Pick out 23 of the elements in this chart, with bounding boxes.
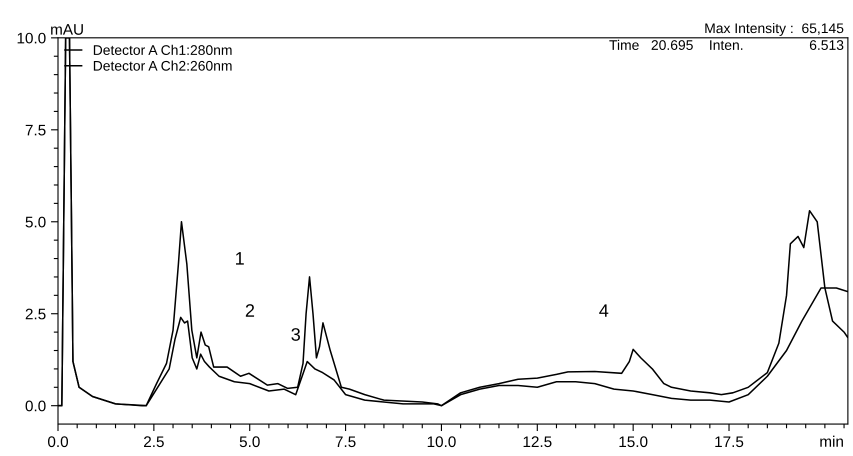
legend-label: Detector A Ch1:280nm — [94, 44, 232, 55]
x-tick-label: 2.5 — [144, 436, 164, 448]
y-tick-label: 7.5 — [26, 124, 46, 136]
x-tick-label: 17.5 — [715, 436, 744, 448]
legend-label: Detector A Ch2:260nm — [94, 60, 232, 71]
y-tick-label: 0.0 — [26, 400, 46, 412]
annotation: Time 20.695 Inten. 6.513 — [609, 40, 844, 50]
annotation: 2 — [246, 304, 254, 317]
x-tick-label: 15.0 — [619, 436, 648, 448]
x-tick-label: 5.0 — [240, 436, 260, 448]
annotation: 4 — [599, 304, 608, 317]
text: Max Intensity : 65,145 — [705, 22, 844, 36]
y-tick-label: 10.0 — [18, 32, 46, 44]
y-axis-title: mAU — [51, 24, 83, 35]
annotation: 1 — [236, 252, 244, 265]
y-tick-label: 5.0 — [26, 216, 46, 228]
x-tick-label: 7.5 — [336, 436, 356, 448]
x-axis-title: min — [820, 436, 843, 447]
x-tick-label: 0.0 — [48, 436, 68, 448]
x-tick-label: 12.5 — [524, 436, 552, 448]
y-tick-label: 2.5 — [26, 308, 46, 320]
annotation: 3 — [291, 328, 300, 341]
x-tick-label: 10.0 — [428, 436, 456, 448]
